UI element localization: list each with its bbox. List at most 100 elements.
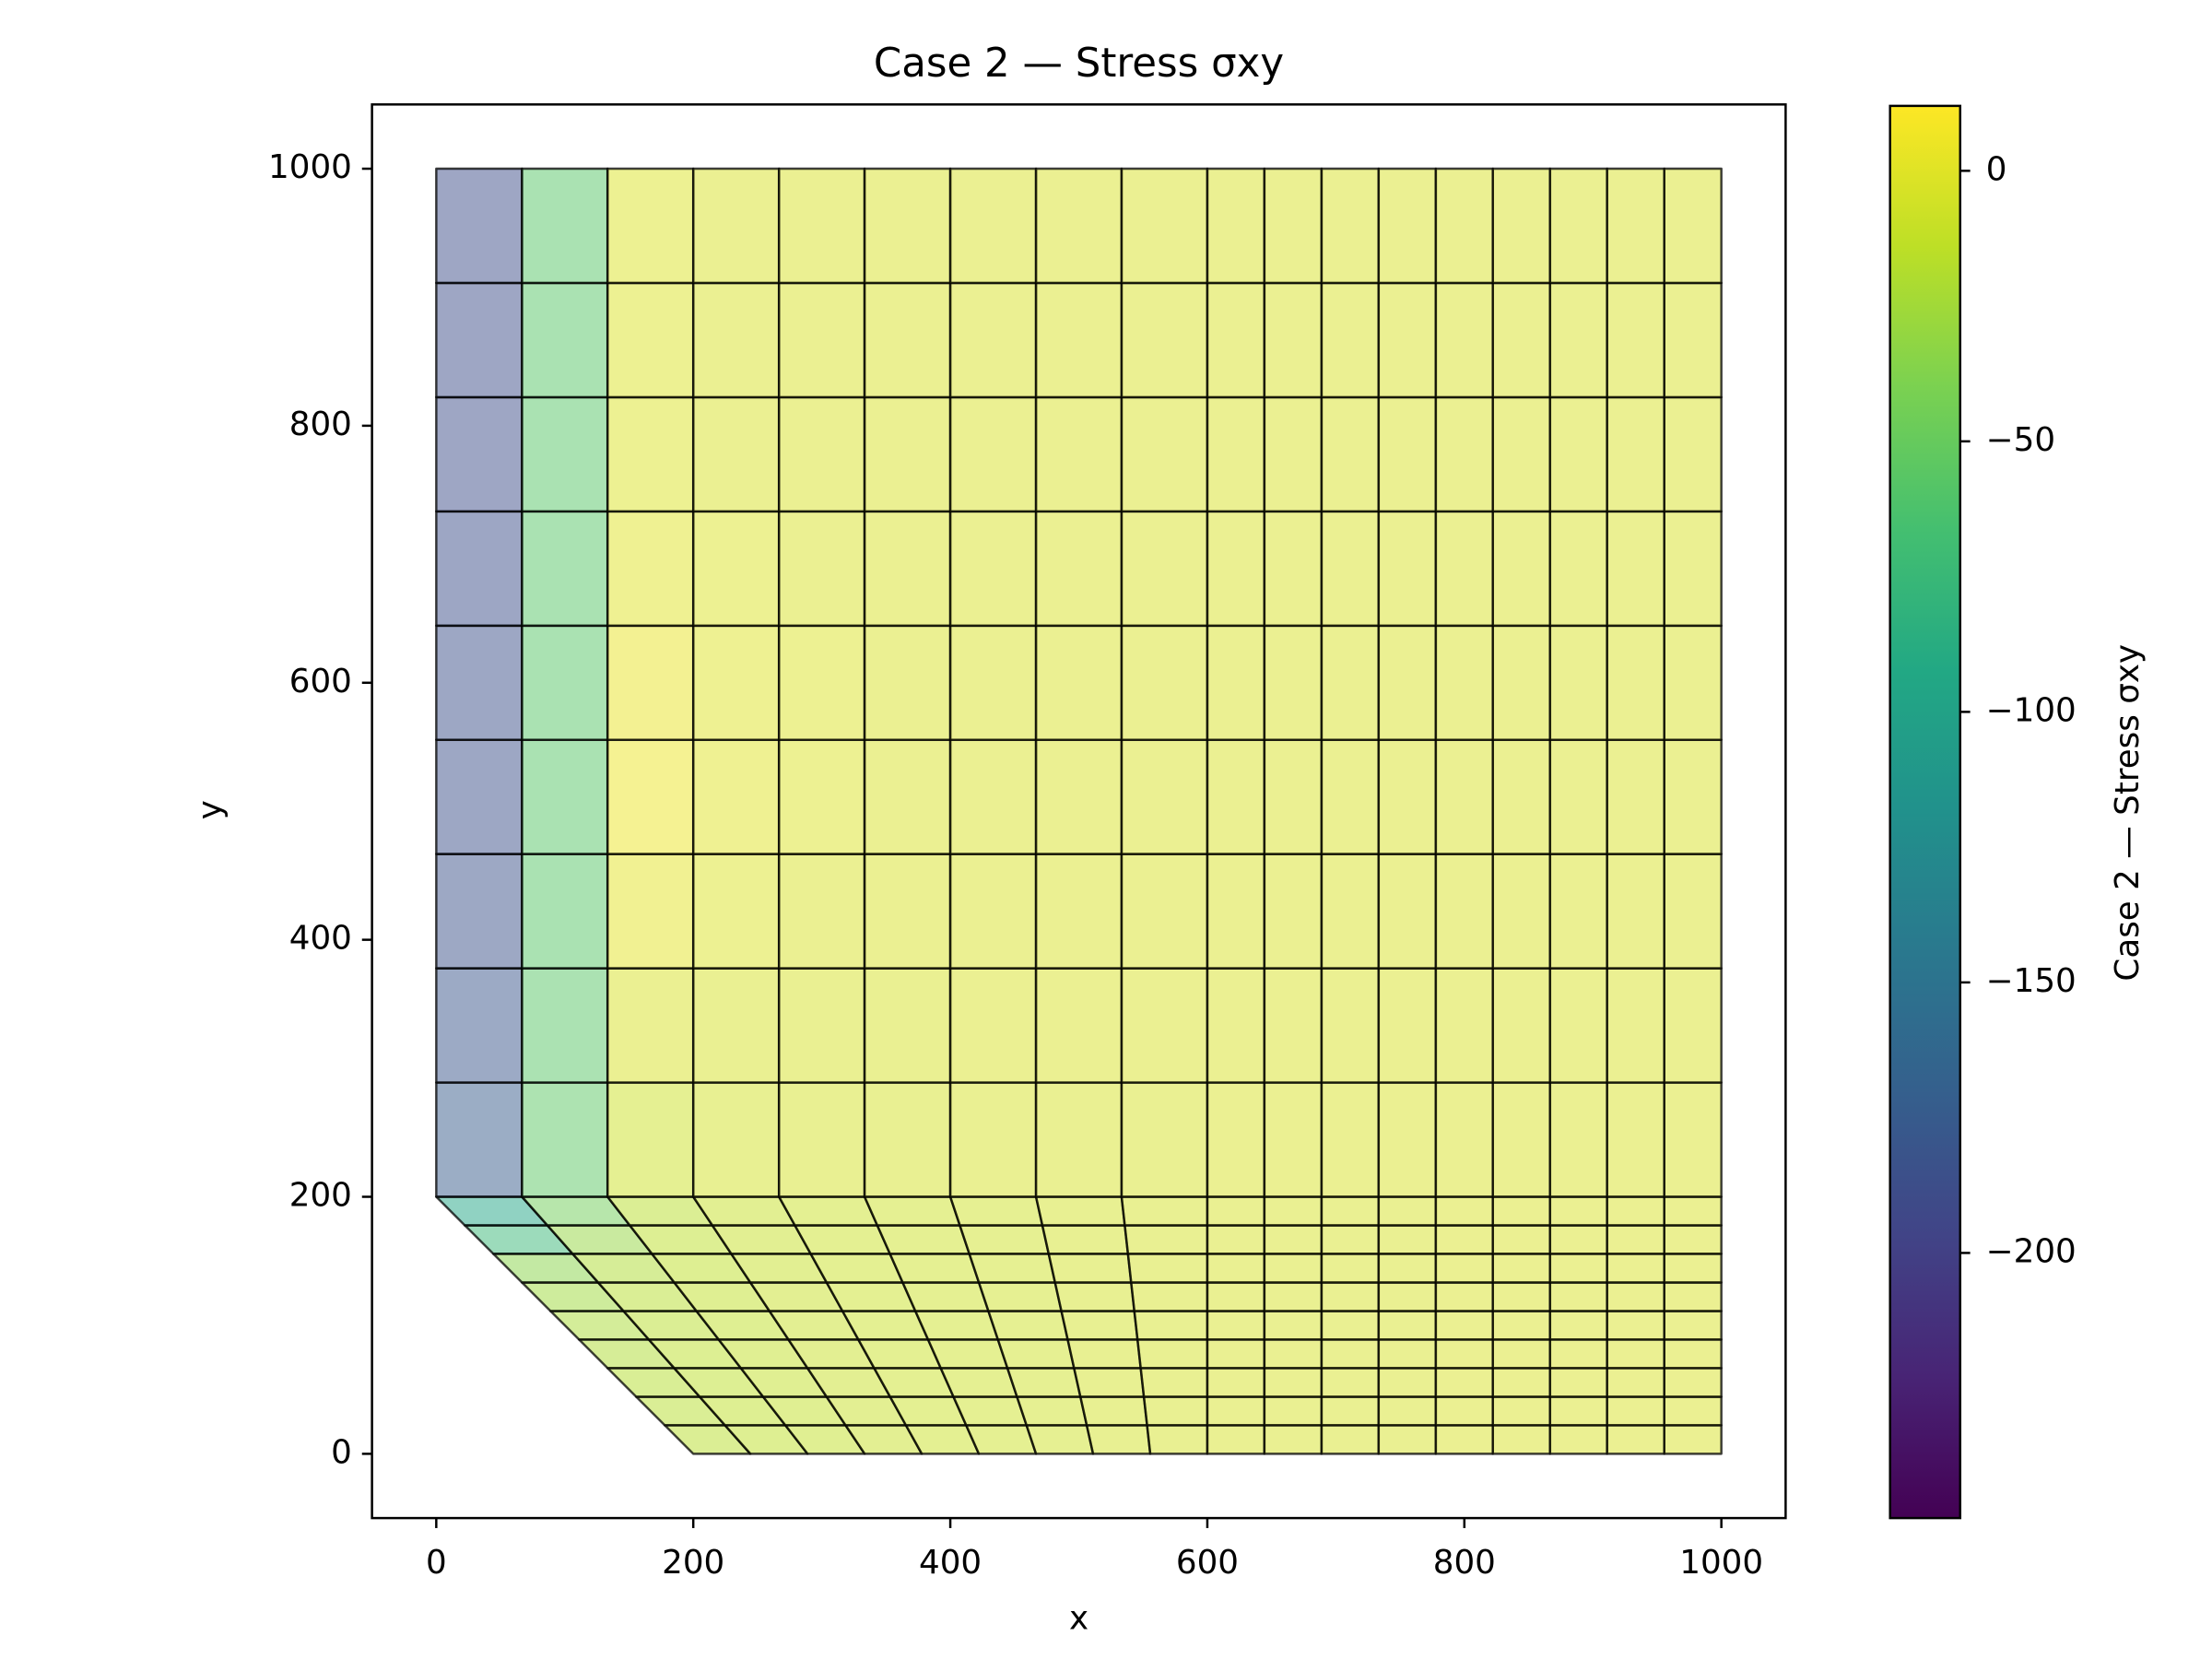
mesh-element <box>1073 1367 1146 1398</box>
mesh-element <box>1663 1338 1723 1370</box>
mesh-element <box>1016 1395 1088 1427</box>
x-axis-label: x <box>1069 1599 1088 1637</box>
mesh-element <box>863 738 952 855</box>
mesh-element <box>1548 738 1608 855</box>
mesh-element <box>1434 1253 1494 1284</box>
mesh-element <box>1263 167 1324 285</box>
mesh-element <box>606 510 695 628</box>
mesh-element <box>1548 1281 1608 1312</box>
mesh-element <box>1491 1281 1552 1312</box>
mesh-element <box>1491 1310 1552 1341</box>
mesh-element <box>606 281 695 399</box>
mesh-element <box>1377 1195 1438 1227</box>
mesh-element <box>1548 1081 1608 1198</box>
mesh-element <box>1606 1253 1666 1284</box>
mesh-element <box>1377 1367 1438 1398</box>
colorbar-tick-label: 0 <box>1986 150 2007 188</box>
mesh-element <box>825 1281 917 1312</box>
mesh-element <box>1263 1395 1324 1427</box>
mesh-element <box>1377 1424 1438 1455</box>
mesh-element <box>1206 1367 1266 1398</box>
mesh-element <box>777 738 866 855</box>
mesh-element <box>1320 1338 1381 1370</box>
mesh-element <box>1434 1081 1494 1198</box>
mesh-element <box>691 167 781 285</box>
mesh-element <box>1663 967 1723 1084</box>
y-tick-label: 200 <box>289 1177 352 1215</box>
mesh-element <box>777 853 866 970</box>
mesh-element <box>1206 624 1266 741</box>
mesh-element <box>948 624 1038 741</box>
mesh-element <box>777 395 866 513</box>
mesh-element <box>521 1081 609 1198</box>
mesh-element <box>1263 853 1324 970</box>
mesh-element <box>1491 167 1552 285</box>
colorbar-tick-label: −100 <box>1986 691 2077 729</box>
mesh-element <box>521 624 609 741</box>
mesh-element <box>1006 1367 1082 1398</box>
mesh-element <box>1548 1367 1608 1398</box>
mesh-element <box>691 281 781 399</box>
mesh-element <box>1047 1253 1133 1284</box>
mesh-element <box>1124 1224 1209 1255</box>
mesh-element <box>521 395 609 513</box>
mesh-element <box>1548 1195 1608 1227</box>
y-axis-label: y <box>192 800 229 819</box>
mesh-element <box>435 281 524 399</box>
mesh-element <box>1606 395 1666 513</box>
mesh-element <box>1434 1395 1494 1427</box>
mesh-element <box>1320 1224 1381 1255</box>
mesh-element <box>1034 1195 1126 1227</box>
mesh-element <box>939 1367 1018 1398</box>
mesh-element <box>1548 167 1608 285</box>
mesh-element <box>777 1081 866 1198</box>
mesh-element <box>435 167 524 285</box>
mesh-element <box>1034 853 1124 970</box>
mesh-element <box>1434 1195 1494 1227</box>
mesh-element <box>1263 510 1324 628</box>
mesh-element <box>1434 1224 1494 1255</box>
mesh-element <box>1434 1310 1494 1341</box>
mesh-element <box>1120 738 1209 855</box>
mesh-element <box>1377 967 1438 1084</box>
colorbar-label: Case 2 — Stress σxy <box>2109 644 2147 982</box>
mesh-element <box>691 1195 796 1227</box>
mesh-element <box>435 967 524 1084</box>
mesh-element <box>1491 281 1552 399</box>
mesh-element <box>606 395 695 513</box>
mesh-element <box>959 1224 1051 1255</box>
mesh-element <box>863 395 952 513</box>
mesh-element <box>691 624 781 741</box>
mesh-element <box>1263 395 1324 513</box>
y-tick-label: 800 <box>289 406 352 443</box>
mesh-element <box>968 1253 1056 1284</box>
mesh-element <box>606 1081 695 1198</box>
mesh-element <box>521 853 609 970</box>
mesh-element <box>1085 1424 1152 1455</box>
mesh-element <box>1606 281 1666 399</box>
mesh-element <box>1263 1195 1324 1227</box>
mesh-element <box>1434 738 1494 855</box>
mesh-element <box>1206 510 1266 628</box>
colorbar-tick-label: −150 <box>1986 962 2077 1000</box>
mesh-element <box>1377 281 1438 399</box>
mesh-element <box>926 1338 1009 1370</box>
mesh-element <box>1548 1395 1608 1427</box>
mesh-element <box>1548 1338 1608 1370</box>
mesh-element <box>1548 967 1608 1084</box>
mesh-element <box>863 624 952 741</box>
mesh-element <box>1066 1338 1142 1370</box>
mesh-element <box>435 510 524 628</box>
mesh-element <box>1206 967 1266 1084</box>
mesh-element <box>1548 510 1608 628</box>
mesh-element <box>1377 1281 1438 1312</box>
mesh-element <box>1034 1081 1124 1198</box>
mesh-element <box>1206 1081 1266 1198</box>
mesh-element <box>1663 281 1723 399</box>
mesh-element <box>1263 281 1324 399</box>
mesh-element <box>1377 1224 1438 1255</box>
mesh-element <box>1120 853 1209 970</box>
mesh-element <box>1377 1310 1438 1341</box>
mesh-element <box>435 853 524 970</box>
mesh-element <box>1206 1395 1266 1427</box>
